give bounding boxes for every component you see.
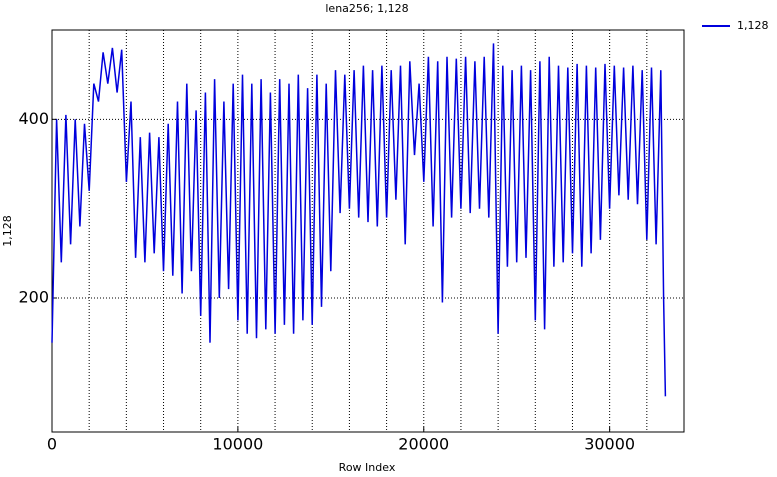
x-axis-label: Row Index — [339, 461, 396, 474]
y-axis-label: 1,128 — [1, 215, 14, 247]
x-tick-label: 10000 — [212, 435, 263, 454]
legend-label: 1,128 — [737, 19, 769, 32]
x-tick-label: 30000 — [584, 435, 635, 454]
y-tick-label: 400 — [18, 109, 49, 128]
plot-area — [51, 29, 685, 433]
x-tick-label: 20000 — [398, 435, 449, 454]
y-tick-label: 200 — [18, 288, 49, 307]
data-line — [51, 43, 667, 397]
chart-title: lena256; 1,128 — [325, 2, 408, 15]
x-tick-label: 0 — [47, 435, 57, 454]
